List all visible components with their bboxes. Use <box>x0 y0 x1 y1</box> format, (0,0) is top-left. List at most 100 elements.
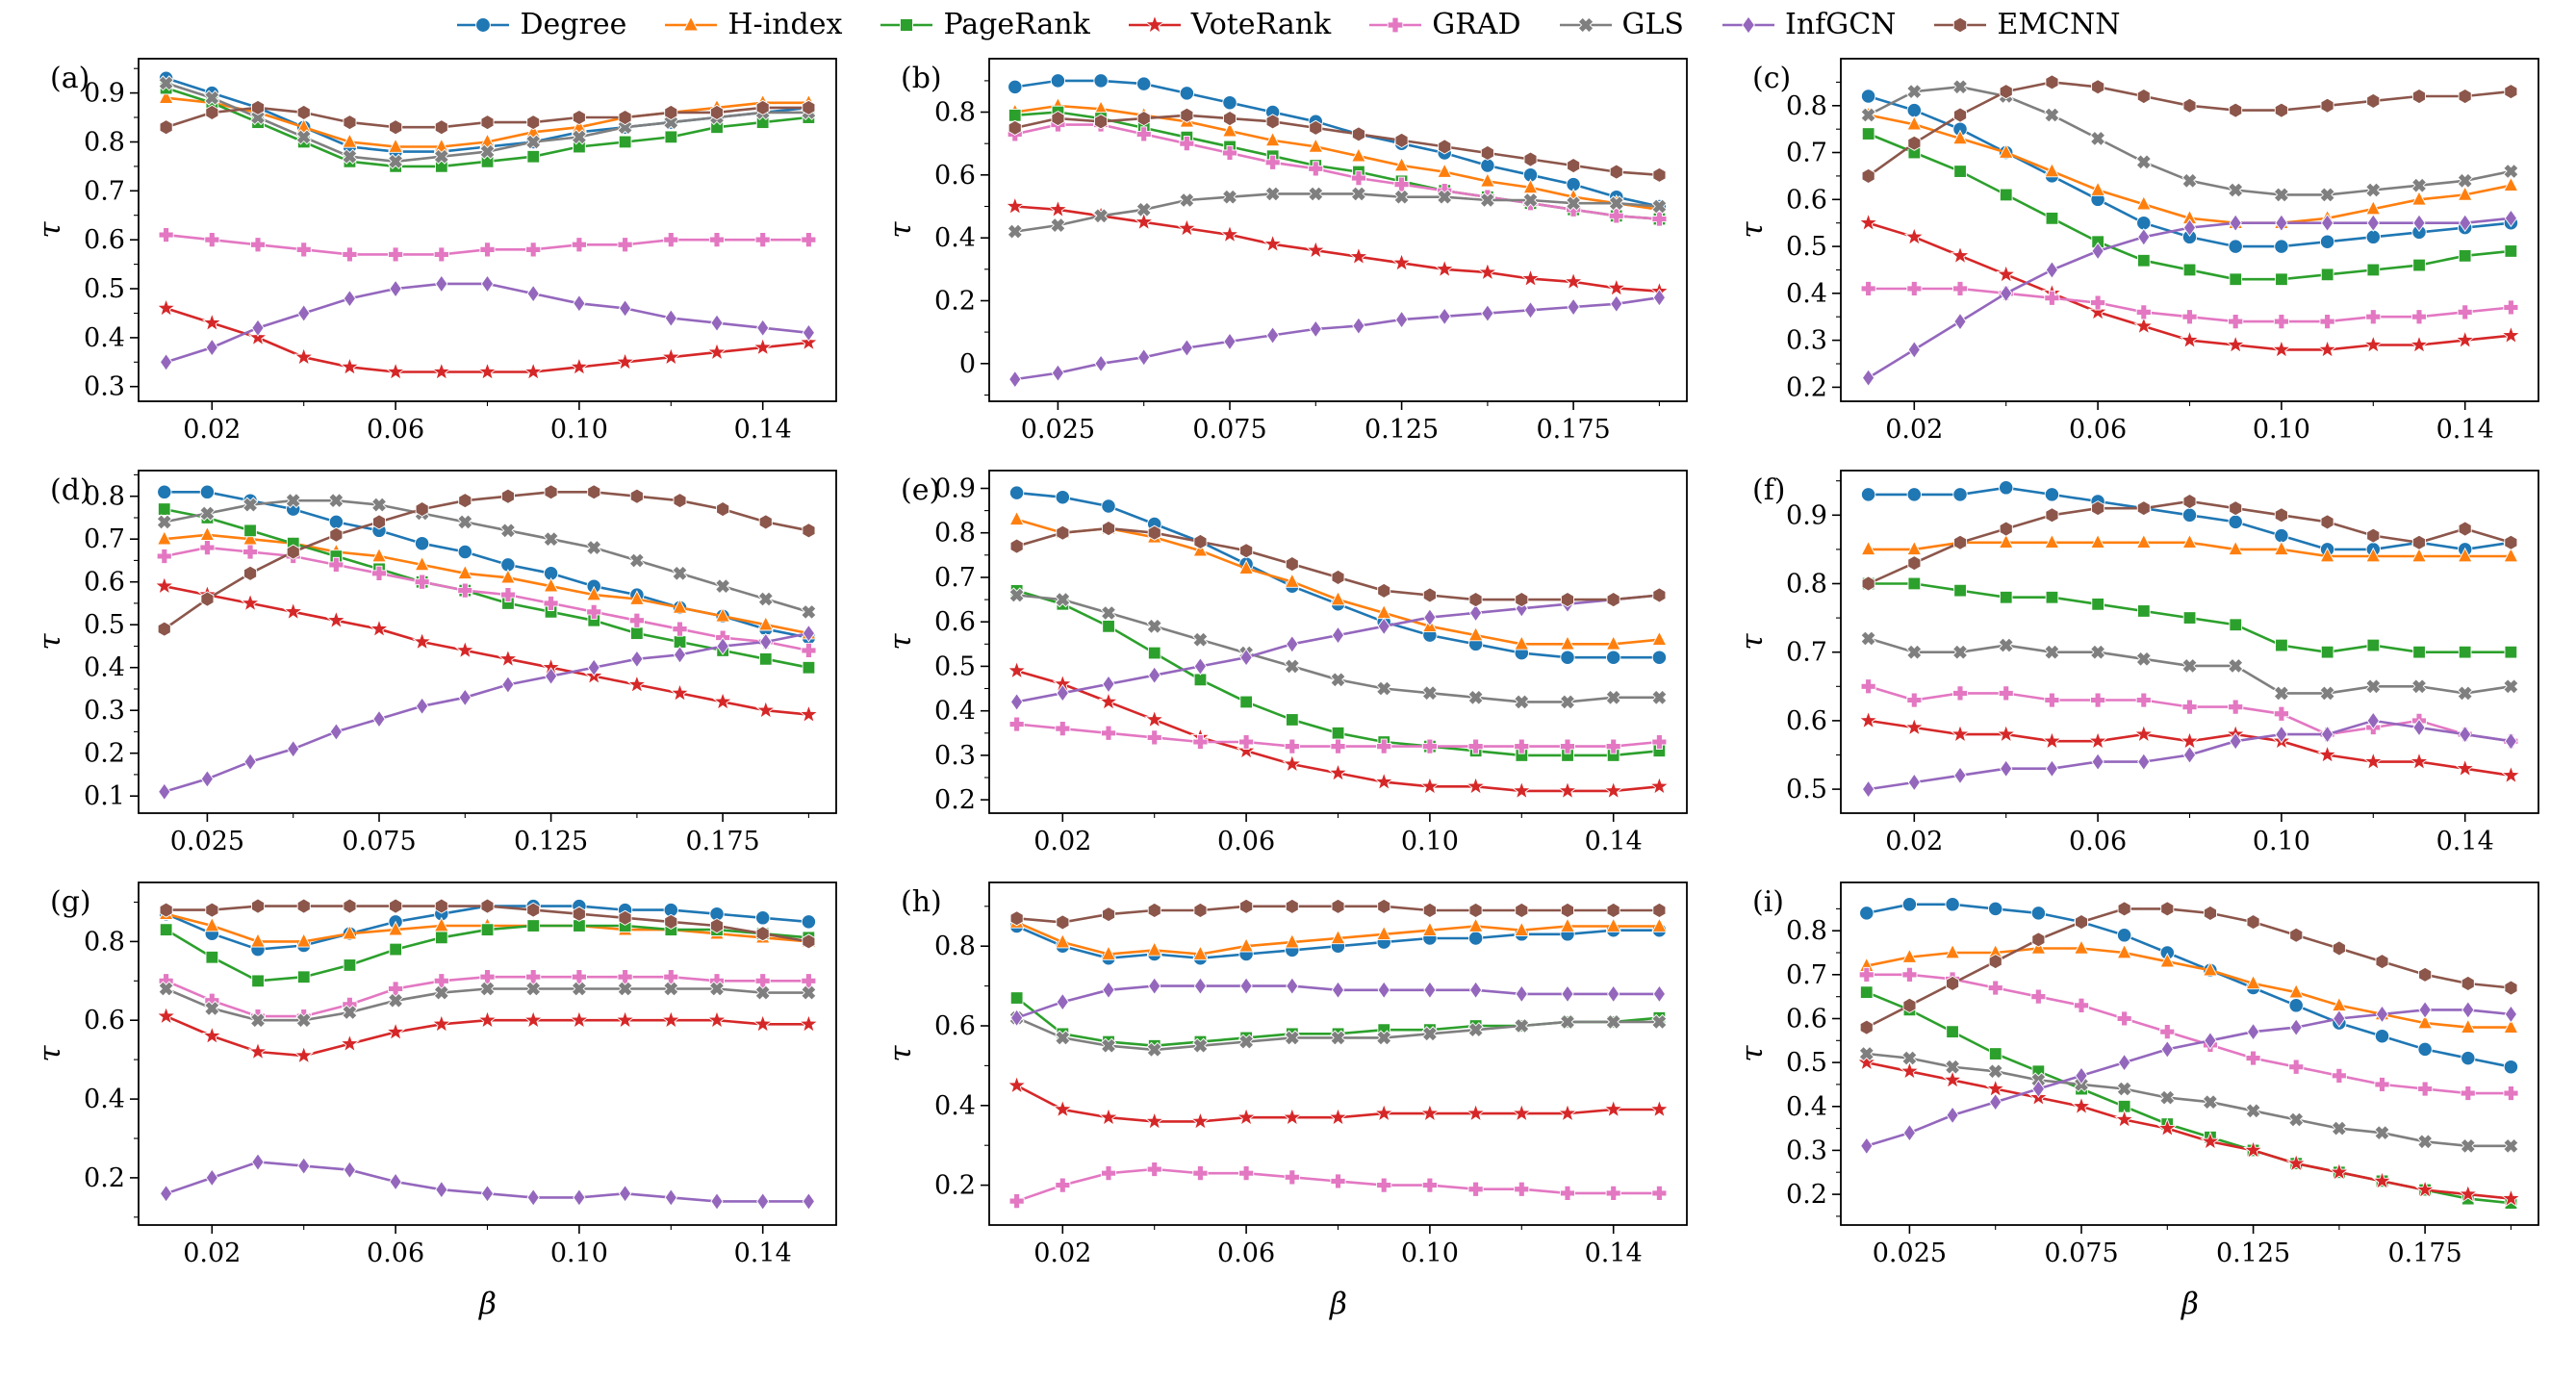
svg-text:0.075: 0.075 <box>343 827 417 856</box>
svg-text:0.06: 0.06 <box>367 1239 424 1268</box>
panel-e: 0.02 0.06 0.10 0.14 0.2 0.3 0.4 0.5 0.6 0.7 0.8 0.9… <box>862 455 1713 867</box>
svg-text:0.5: 0.5 <box>935 651 977 681</box>
svg-text:0.14: 0.14 <box>1585 1239 1643 1268</box>
legend-item-voterank: VoteRank <box>1127 8 1331 41</box>
panel-d: 0.025 0.075 0.125 0.175 0.1 0.2 0.3 0.4 0.5 0.6 0.… <box>12 455 862 867</box>
svg-text:0.8: 0.8 <box>84 128 125 158</box>
chart-e: 0.02 0.06 0.10 0.14 0.2 0.3 0.4 0.5 0.6 0.7 0.8 0.9… <box>883 470 1689 856</box>
legend-item-emcnn: EMCNN <box>1932 8 2121 41</box>
legend-label: GRAD <box>1432 8 1521 41</box>
svg-text:0.4: 0.4 <box>1786 1092 1827 1122</box>
svg-text:0.7: 0.7 <box>1786 139 1827 168</box>
svg-text:0.125: 0.125 <box>514 827 588 856</box>
svg-text:0.14: 0.14 <box>1585 827 1643 856</box>
svg-text:0.8: 0.8 <box>84 927 125 957</box>
svg-text:0.14: 0.14 <box>734 415 792 445</box>
panel-i: 0.025 0.075 0.125 0.175 0.2 0.3 0.4 0.5 0.6 0.7 0.… <box>1714 867 2564 1327</box>
legend-item-gls: GLS <box>1558 8 1684 41</box>
circle-icon <box>457 16 510 33</box>
panel-a: 0.02 0.06 0.10 0.14 0.3 0.4 0.5 0.6 0.7 0.8 0.9 (a)… <box>12 43 862 455</box>
svg-text:τ: τ <box>33 633 67 651</box>
svg-text:0.5: 0.5 <box>1786 232 1827 262</box>
svg-text:0.2: 0.2 <box>1786 1180 1827 1210</box>
svg-text:0.025: 0.025 <box>1873 1239 1947 1268</box>
svg-text:0.8: 0.8 <box>935 932 977 961</box>
svg-text:τ: τ <box>883 633 918 651</box>
svg-text:0.2: 0.2 <box>935 785 977 815</box>
svg-text:(h): (h) <box>901 885 942 919</box>
chart-b: 0.025 0.075 0.125 0.175 0 0.2 0.4 0.6 0.8(b) τ <box>883 58 1689 445</box>
svg-text:0.4: 0.4 <box>935 697 977 727</box>
panel-c: 0.02 0.06 0.10 0.14 0.2 0.3 0.4 0.5 0.6 0.7 0.8 (c)… <box>1714 43 2564 455</box>
legend-item-degree: Degree <box>455 8 626 41</box>
svg-text:0.4: 0.4 <box>935 223 977 253</box>
svg-text:0.4: 0.4 <box>84 323 125 353</box>
svg-text:0.6: 0.6 <box>84 225 125 255</box>
svg-text:0.10: 0.10 <box>550 1239 608 1268</box>
svg-text:0.2: 0.2 <box>935 287 977 317</box>
legend-label: H-index <box>727 8 843 41</box>
svg-text:0.075: 0.075 <box>2044 1239 2118 1268</box>
svg-text:0.5: 0.5 <box>1786 1048 1827 1078</box>
svg-text:0.06: 0.06 <box>2069 415 2127 445</box>
svg-text:0.2: 0.2 <box>935 1171 977 1201</box>
panel-b: 0.025 0.075 0.125 0.175 0 0.2 0.4 0.6 0.8 (b) τ <box>862 43 1713 455</box>
x-icon <box>1559 16 1612 33</box>
legend-label: EMCNN <box>1997 8 2121 41</box>
svg-text:0.8: 0.8 <box>935 98 977 128</box>
svg-text:0.14: 0.14 <box>2436 827 2493 856</box>
svg-text:0.14: 0.14 <box>734 1239 792 1268</box>
svg-text:0.14: 0.14 <box>2436 415 2493 445</box>
svg-text:0.02: 0.02 <box>183 415 241 445</box>
panel-f: 0.02 0.06 0.10 0.14 0.5 0.6 0.7 0.8 0.9 (f) τ <box>1714 455 2564 867</box>
svg-text:τ: τ <box>33 221 67 239</box>
svg-text:τ: τ <box>1735 221 1770 239</box>
svg-text:0.4: 0.4 <box>84 653 125 683</box>
svg-text:0.6: 0.6 <box>935 607 977 637</box>
svg-text:0.3: 0.3 <box>1786 1136 1827 1165</box>
svg-text:0.6: 0.6 <box>935 1011 977 1041</box>
svg-text:0.025: 0.025 <box>1021 415 1095 445</box>
svg-text:0.2: 0.2 <box>84 739 125 769</box>
svg-text:β: β <box>478 1287 497 1321</box>
svg-text:0.06: 0.06 <box>367 415 424 445</box>
square-icon <box>880 17 933 32</box>
svg-text:0.7: 0.7 <box>84 176 125 206</box>
legend-item-infgcn: InfGCN <box>1721 8 1896 41</box>
chart-c: 0.02 0.06 0.10 0.14 0.2 0.3 0.4 0.5 0.6 0.7 0.8(c)… <box>1735 58 2539 445</box>
svg-text:0.6: 0.6 <box>1786 185 1827 215</box>
svg-text:τ: τ <box>1735 633 1770 651</box>
legend-label: PageRank <box>943 8 1090 41</box>
legend-label: Degree <box>520 8 627 41</box>
svg-text:0.6: 0.6 <box>935 161 977 191</box>
legend-item-h-index: H-index <box>663 8 842 41</box>
svg-text:0.02: 0.02 <box>1885 415 1943 445</box>
diamond-icon <box>1722 14 1774 35</box>
svg-text:0.9: 0.9 <box>84 79 125 109</box>
triangle-icon <box>665 15 718 31</box>
svg-text:0.4: 0.4 <box>935 1091 977 1121</box>
legend-item-grad: GRAD <box>1367 8 1521 41</box>
svg-text:0.7: 0.7 <box>84 524 125 554</box>
svg-text:τ: τ <box>883 1045 918 1062</box>
svg-text:(e): (e) <box>901 473 940 507</box>
svg-text:0.9: 0.9 <box>935 474 977 504</box>
svg-text:0.3: 0.3 <box>84 696 125 726</box>
svg-text:0.5: 0.5 <box>84 274 125 304</box>
svg-text:τ: τ <box>883 221 918 239</box>
svg-text:0.02: 0.02 <box>1885 827 1943 856</box>
svg-text:0.025: 0.025 <box>170 827 244 856</box>
svg-text:0.5: 0.5 <box>84 610 125 640</box>
legend: Degree H-index PageRank VoteRank GRAD GLS InfG… <box>0 0 2576 43</box>
svg-text:0.6: 0.6 <box>1786 706 1827 736</box>
svg-text:0.02: 0.02 <box>1034 1239 1092 1268</box>
svg-text:β: β <box>2181 1287 2199 1321</box>
svg-text:0.06: 0.06 <box>1218 1239 1276 1268</box>
svg-text:0.6: 0.6 <box>84 1006 125 1035</box>
svg-text:τ: τ <box>1735 1045 1770 1062</box>
legend-label: GLS <box>1621 8 1684 41</box>
svg-text:0.7: 0.7 <box>1786 638 1827 668</box>
svg-text:0: 0 <box>959 349 976 379</box>
svg-text:0.3: 0.3 <box>935 741 977 771</box>
svg-text:0.6: 0.6 <box>1786 1005 1827 1034</box>
